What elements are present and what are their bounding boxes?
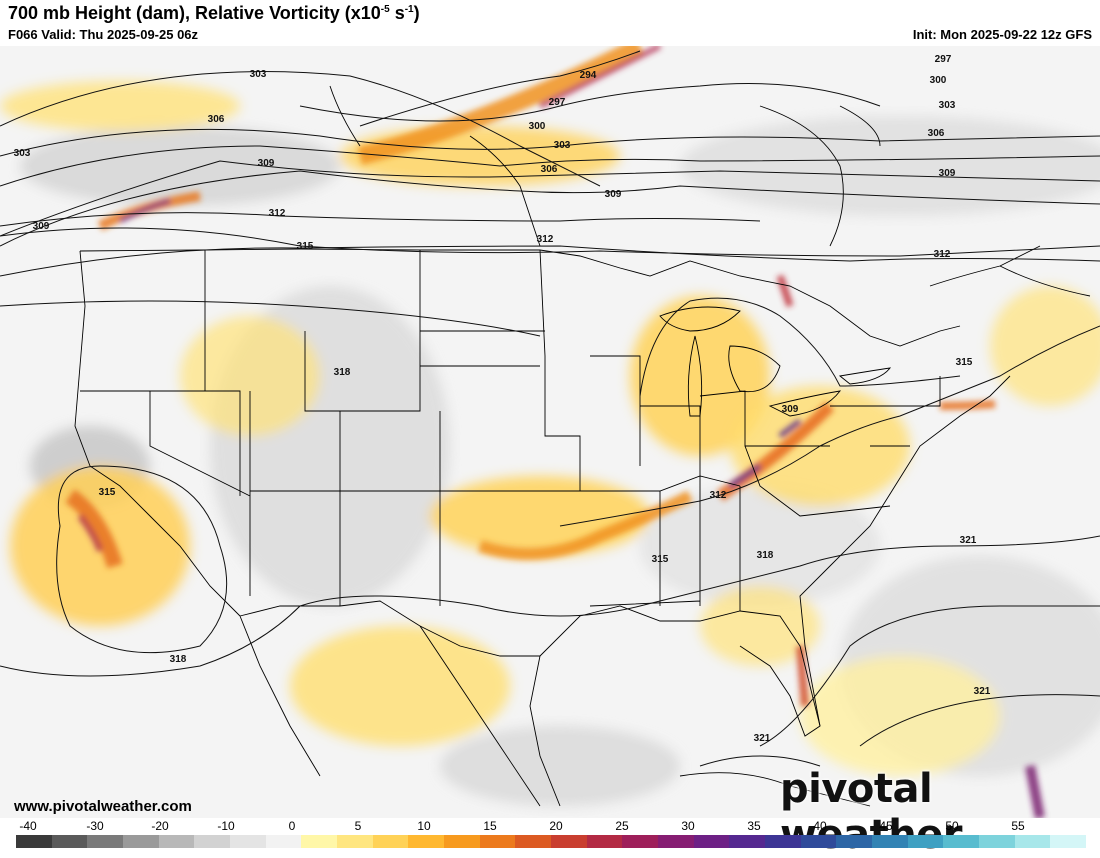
website-url[interactable]: www.pivotalweather.com (14, 798, 192, 815)
colorbar-swatch (158, 835, 195, 848)
contour-label: 300 (930, 75, 947, 86)
contour-label: 312 (269, 208, 286, 219)
colorbar-swatch (693, 835, 730, 848)
contour-label: 300 (529, 121, 546, 132)
contour-label: 321 (974, 686, 991, 697)
colorbar-tick-label: 20 (549, 819, 563, 833)
colorbar-swatch (337, 835, 373, 848)
contour-label: 318 (334, 367, 351, 378)
contour-label: 315 (99, 487, 116, 498)
contour-label: 294 (580, 70, 597, 81)
colorbar-tick-label: 25 (615, 819, 629, 833)
contour-label: 321 (754, 733, 771, 744)
init-time: Init: Mon 2025-09-22 12z GFS (912, 27, 1092, 42)
colorbar-tick-label: -40 (19, 819, 37, 833)
contour-label: 309 (782, 404, 799, 415)
colorbar-swatch (836, 835, 873, 848)
contour-label: 309 (605, 189, 622, 200)
vorticity-maxima (65, 46, 1045, 818)
colorbar-tick-label: 30 (681, 819, 695, 833)
contour-labels: 303 294 297 300 303 306 306 303 309 312 309 315 312 3… (14, 54, 991, 744)
colorbar (16, 835, 1087, 848)
colorbar-tick-label: 55 (1011, 819, 1025, 833)
contour-label: 303 (250, 69, 267, 80)
contour-label: 306 (541, 164, 558, 175)
colorbar-swatch (586, 835, 623, 848)
contour-label: 306 (928, 128, 945, 139)
colorbar-swatch (408, 835, 445, 848)
colorbar-tick-label: -10 (217, 819, 235, 833)
colorbar-swatch (265, 835, 302, 848)
colorbar-swatch (622, 835, 659, 848)
colorbar-swatch (800, 835, 837, 848)
weather-map: 303 294 297 300 303 306 306 303 309 312 309 315 312 3… (0, 46, 1100, 818)
contour-label: 318 (170, 654, 187, 665)
colorbar-swatch (979, 835, 1015, 848)
colorbar-swatch (123, 835, 159, 848)
contour-label: 303 (554, 140, 571, 151)
colorbar-swatch (872, 835, 908, 848)
contour-label: 315 (956, 357, 973, 368)
contour-label: 297 (935, 54, 952, 65)
contour-label: 297 (549, 97, 566, 108)
colorbar-swatch (551, 835, 587, 848)
colorbar-swatch (729, 835, 766, 848)
colorbar-swatch (87, 835, 124, 848)
contour-label: 306 (208, 114, 225, 125)
contour-label: 312 (537, 234, 554, 245)
colorbar-tick-label: 45 (879, 819, 893, 833)
contour-label: 303 (939, 100, 956, 111)
colorbar-tick-label: 5 (354, 819, 362, 833)
colorbar-swatch (907, 835, 944, 848)
colorbar-tick-label: -30 (86, 819, 104, 833)
map-title: 700 mb Height (dam), Relative Vorticity … (8, 3, 420, 23)
colorbar-tick-label: 10 (417, 819, 431, 833)
colorbar-swatch (479, 835, 516, 848)
colorbar-swatch (51, 835, 88, 848)
contour-label: 309 (33, 221, 50, 232)
colorbar-swatch (765, 835, 801, 848)
colorbar-tick-label: 35 (747, 819, 761, 833)
vorticity-shading (0, 81, 1100, 806)
contour-label: 309 (258, 158, 275, 169)
colorbar-swatch (301, 835, 338, 848)
colorbar-swatch (16, 835, 52, 848)
contour-label: 303 (14, 148, 31, 159)
colorbar-tick-label: 0 (288, 819, 296, 833)
colorbar-swatch (943, 835, 980, 848)
colorbar-tick-label: 40 (813, 819, 827, 833)
colorbar-swatch (194, 835, 231, 848)
valid-time: F066 Valid: Thu 2025-09-25 06z (8, 27, 199, 42)
colorbar-tick-label: 15 (483, 819, 497, 833)
contour-label: 312 (710, 490, 727, 501)
colorbar-swatch (515, 835, 552, 848)
header: 700 mb Height (dam), Relative Vorticity … (0, 0, 1100, 46)
contour-label: 309 (939, 168, 956, 179)
height-contours (0, 50, 1100, 767)
map-canvas[interactable]: 303 294 297 300 303 306 306 303 309 312 309 315 312 3… (0, 46, 1100, 818)
colorbar-tick-label: -20 (151, 819, 169, 833)
colorbar-ticks: -40 -30 -20 -10 0 5 10 15 20 25 30 35 40 45 50 55 (0, 819, 1100, 835)
colorbar-swatch (1014, 835, 1051, 848)
contour-label: 315 (652, 554, 669, 565)
colorbar-tick-label: 50 (945, 819, 959, 833)
colorbar-swatch (1050, 835, 1087, 848)
contour-label: 321 (960, 535, 977, 546)
contour-label: 312 (934, 249, 951, 260)
colorbar-swatch (230, 835, 266, 848)
contour-label: 318 (757, 550, 774, 561)
colorbar-swatch (372, 835, 409, 848)
contour-label: 315 (297, 241, 314, 252)
colorbar-swatch (658, 835, 694, 848)
colorbar-swatch (444, 835, 480, 848)
